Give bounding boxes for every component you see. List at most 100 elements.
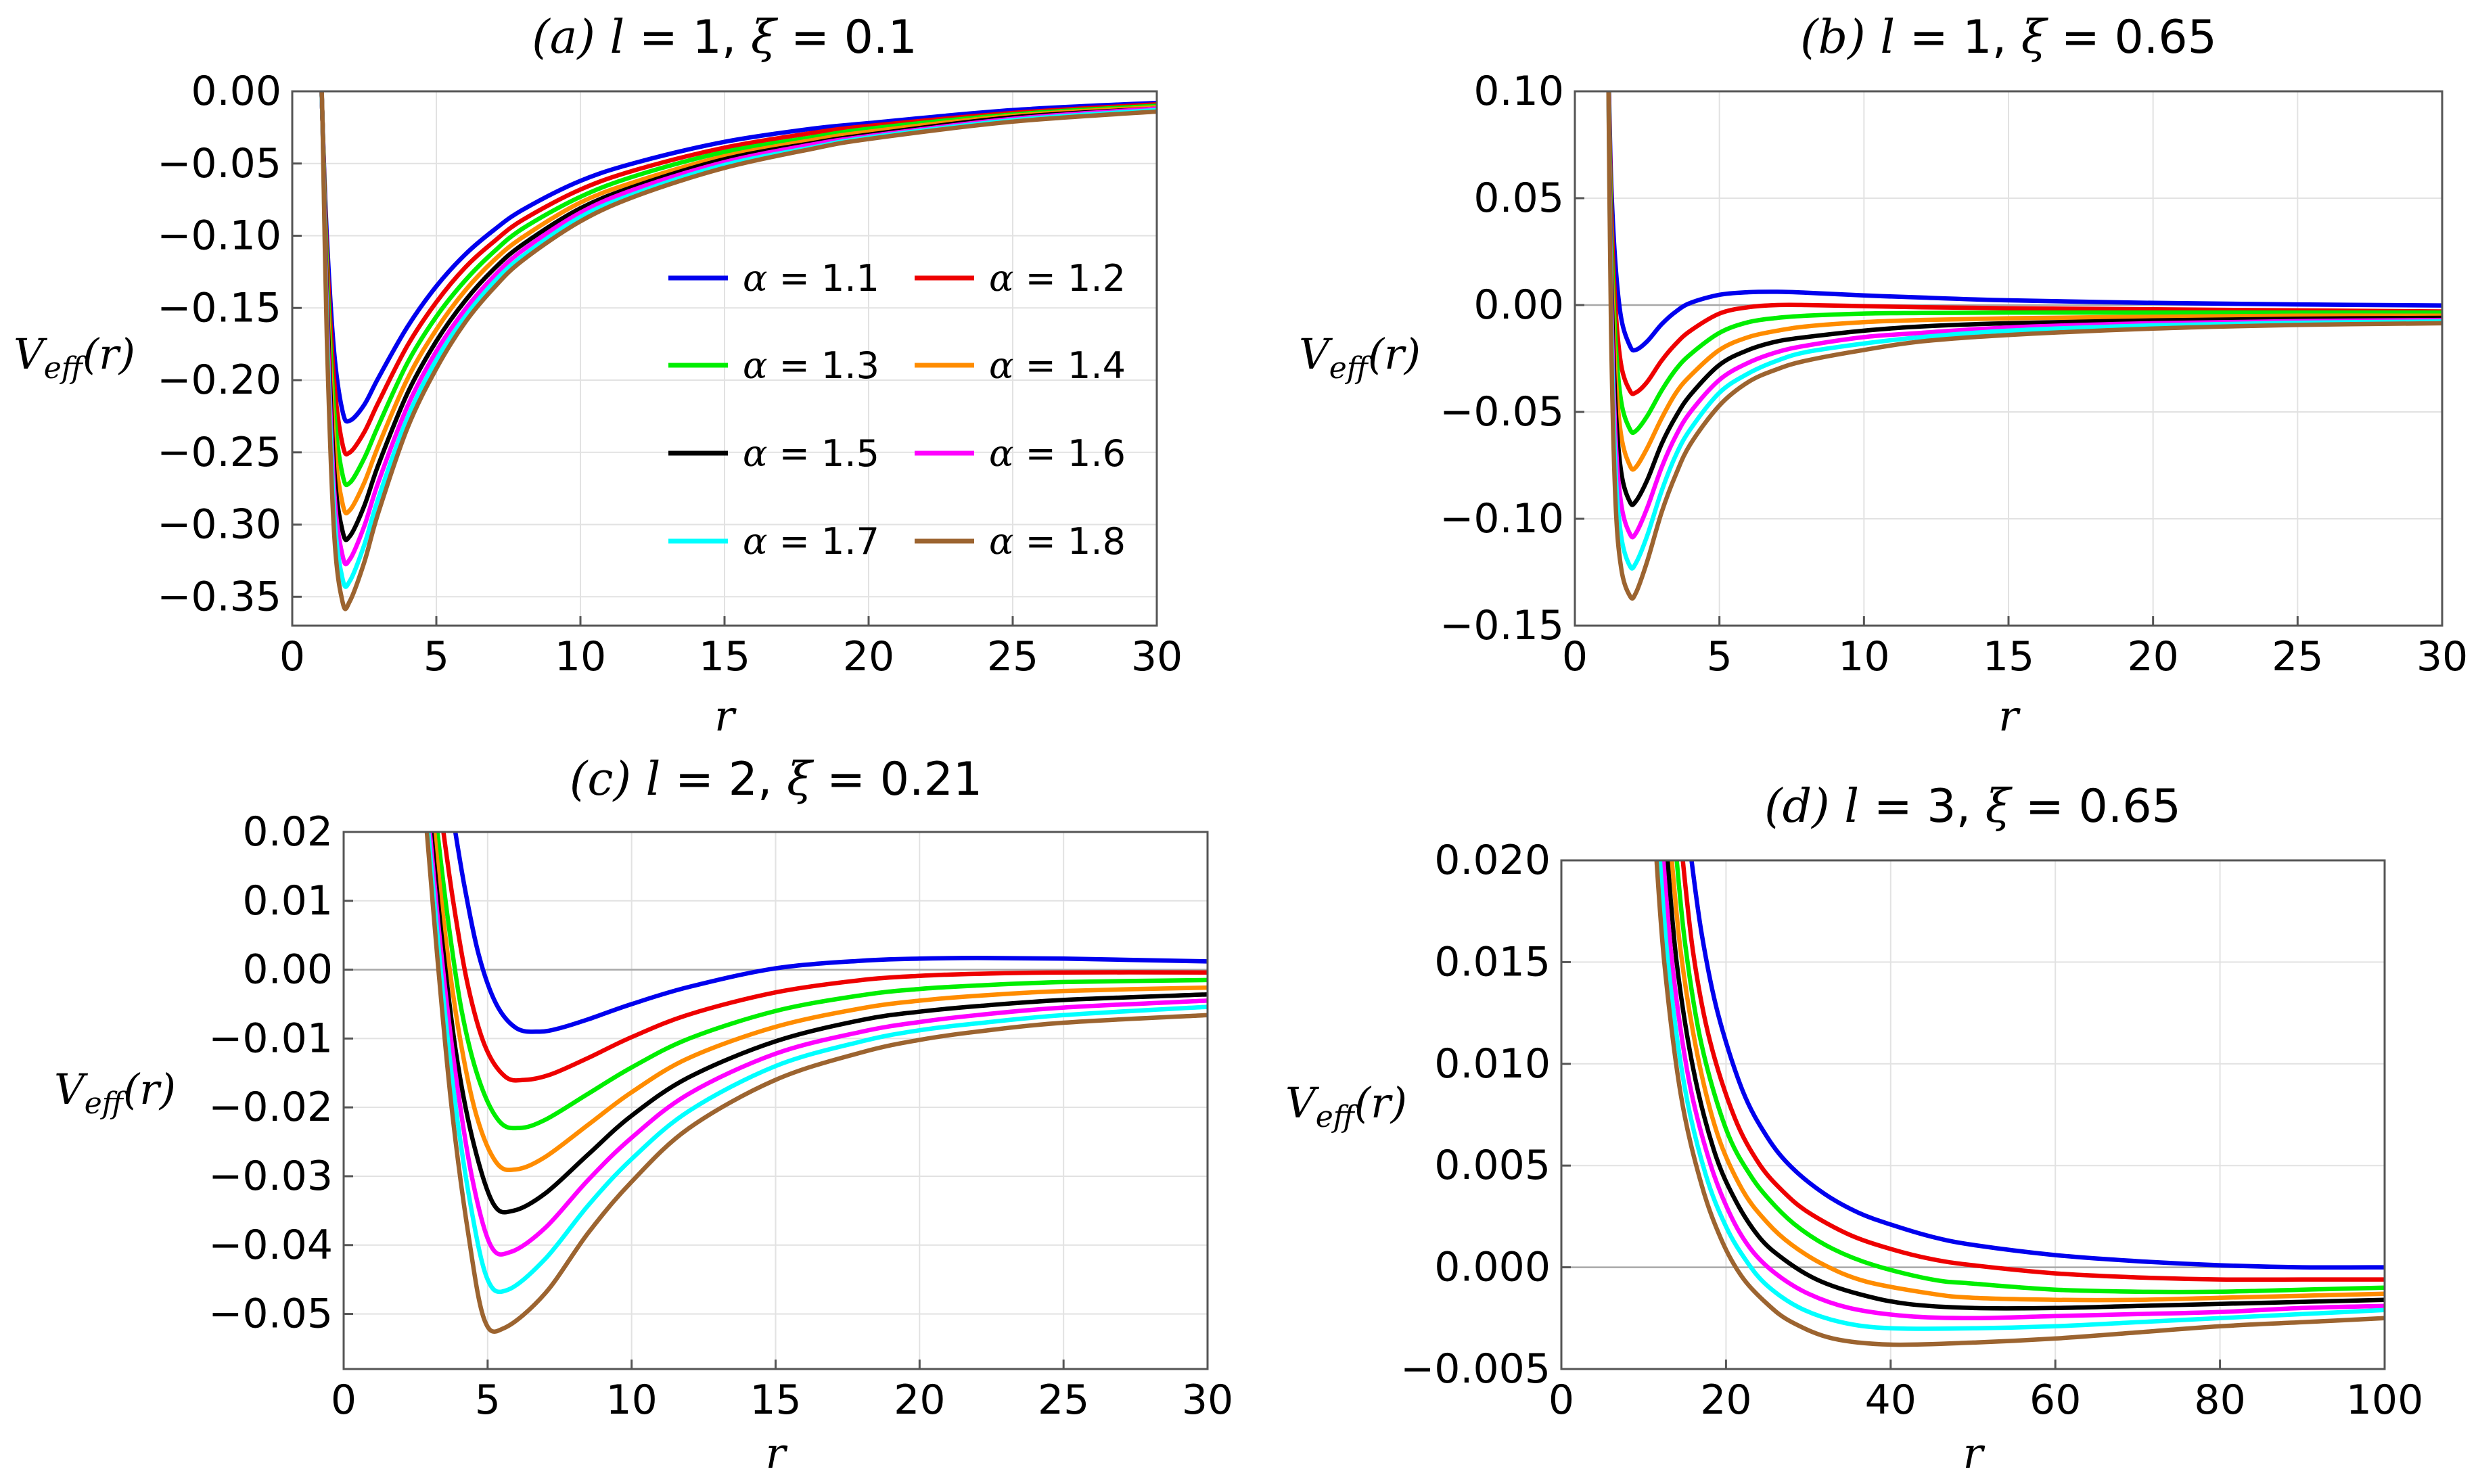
legend-label: α = 1.4 xyxy=(989,344,1126,387)
legend: α = 1.1 α = 1.2 α = 1.3 α = 1.4 α = 1.5 α = 1… xyxy=(668,257,1126,563)
panel-title: (a) l = 1, ξ = 0.1 xyxy=(532,11,917,64)
x-tick-label: 40 xyxy=(1865,1376,1917,1424)
legend-label: α = 1.5 xyxy=(743,432,879,475)
tick-labels: 0 5 10 15 20 25 30 0.10 0.05 0.00 −0.05 −0.10 −0.15 xyxy=(1440,68,2468,680)
y-tick-label: −0.30 xyxy=(157,501,281,549)
series-line-2 xyxy=(1606,91,2442,396)
y-axis-label: Veff(r) xyxy=(1299,329,1421,386)
legend-label: α = 1.7 xyxy=(743,520,879,563)
series-line-7 xyxy=(1657,860,2385,1331)
y-axis-label: Veff(r) xyxy=(54,1065,176,1121)
tick-labels: 0 20 40 60 80 100 0.020 0.015 0.010 0.005 0.000 −0.… xyxy=(1400,837,2423,1424)
x-tick-label: 30 xyxy=(1182,1376,1233,1424)
y-tick-label: 0.00 xyxy=(1473,281,1564,329)
series-line-8 xyxy=(319,91,1157,611)
panel-title: (b) l = 1, ξ = 0.65 xyxy=(1800,11,2217,64)
x-tick-label: 0 xyxy=(279,633,305,680)
series-line-4 xyxy=(1670,860,2385,1303)
y-tick-label: −0.05 xyxy=(1440,388,1564,436)
y-axis-label: Veff(r) xyxy=(1285,1078,1407,1134)
x-tick-label: 0 xyxy=(1562,633,1588,680)
series-line-8 xyxy=(424,832,1208,1334)
legend-label: α = 1.6 xyxy=(989,432,1126,475)
chart-panel-c: 0 5 10 15 20 25 30 0.02 0.01 0.00 −0.01 −0.02 −0.03 −… xyxy=(54,753,1233,1478)
y-tick-label: −0.10 xyxy=(1440,495,1564,542)
y-tick-label: −0.02 xyxy=(208,1084,333,1131)
x-axis-label: r xyxy=(766,1429,788,1478)
y-tick-label: 0.005 xyxy=(1434,1142,1551,1189)
series-line-6 xyxy=(1661,860,2385,1321)
series-line-5 xyxy=(429,832,1208,1215)
x-tick-label: 20 xyxy=(1700,1376,1751,1424)
x-tick-label: 15 xyxy=(1983,633,2034,680)
x-tick-label: 25 xyxy=(2272,633,2323,680)
y-tick-label: −0.10 xyxy=(157,212,281,260)
y-tick-label: −0.15 xyxy=(157,284,281,331)
tick-labels: 0 5 10 15 20 25 30 0.02 0.01 0.00 −0.01 −0.02 −0.03 −… xyxy=(208,808,1233,1424)
x-tick-label: 20 xyxy=(2127,633,2178,680)
tick-labels: 0 5 10 15 20 25 30 0.00 −0.05 −0.10 −0.15 −0.20 −0.2… xyxy=(157,68,1183,680)
y-tick-label: −0.05 xyxy=(208,1291,333,1338)
x-tick-label: 15 xyxy=(750,1376,801,1424)
chart-panel-a: 0 5 10 15 20 25 30 0.00 −0.05 −0.10 −0.15 −0.20 −0.2… xyxy=(14,11,1183,741)
y-tick-label: −0.20 xyxy=(157,356,281,404)
y-tick-label: −0.25 xyxy=(157,429,281,476)
y-tick-label: 0.05 xyxy=(1473,175,1564,222)
y-tick-label: −0.05 xyxy=(157,140,281,187)
y-tick-label: 0.01 xyxy=(242,877,333,925)
y-tick-label: 0.010 xyxy=(1434,1040,1551,1088)
series-line-2 xyxy=(441,832,1208,1083)
x-tick-label: 0 xyxy=(1548,1376,1574,1424)
series-line-1 xyxy=(1689,860,2385,1270)
series-line-1 xyxy=(453,832,1208,1034)
x-axis-label: r xyxy=(1963,1429,1986,1478)
x-tick-label: 30 xyxy=(2416,633,2468,680)
legend-label: α = 1.8 xyxy=(989,520,1126,563)
y-axis-label: Veff(r) xyxy=(14,329,135,386)
x-tick-label: 15 xyxy=(699,633,750,680)
series-group xyxy=(1654,860,2385,1347)
legend-label: α = 1.2 xyxy=(989,257,1126,300)
series-group xyxy=(1606,91,2442,601)
chart-panel-d: 0 20 40 60 80 100 0.020 0.015 0.010 0.005 0.000 −0.… xyxy=(1285,780,2423,1478)
x-tick-label: 20 xyxy=(843,633,894,680)
x-tick-label: 60 xyxy=(2029,1376,2081,1424)
series-line-8 xyxy=(1606,91,2442,601)
y-tick-label: 0.000 xyxy=(1434,1244,1551,1291)
series-group xyxy=(424,832,1208,1334)
x-tick-label: 25 xyxy=(1038,1376,1089,1424)
x-axis-label: r xyxy=(714,691,737,741)
y-tick-label: 0.02 xyxy=(242,808,333,856)
series-group xyxy=(319,91,1157,611)
y-tick-label: −0.03 xyxy=(208,1153,333,1200)
y-tick-label: 0.10 xyxy=(1473,68,1564,115)
chart-panel-b: 0 5 10 15 20 25 30 0.10 0.05 0.00 −0.05 −0.10 −0.15 (… xyxy=(1299,11,2468,741)
panel-title: (d) l = 3, ξ = 0.65 xyxy=(1764,780,2181,833)
x-tick-label: 5 xyxy=(475,1376,501,1424)
y-tick-label: −0.04 xyxy=(208,1222,333,1269)
x-tick-label: 0 xyxy=(331,1376,357,1424)
y-tick-label: −0.005 xyxy=(1400,1345,1551,1393)
x-tick-label: 30 xyxy=(1131,633,1183,680)
x-tick-label: 10 xyxy=(555,633,606,680)
series-line-3 xyxy=(435,832,1208,1131)
series-line-5 xyxy=(1665,860,2385,1311)
x-tick-label: 20 xyxy=(894,1376,945,1424)
plot-frame xyxy=(1560,859,2386,1370)
y-tick-label: 0.015 xyxy=(1434,938,1551,986)
y-tick-label: −0.01 xyxy=(208,1015,333,1062)
y-tick-label: −0.35 xyxy=(157,573,281,620)
series-line-1 xyxy=(1607,91,2442,353)
series-line-2 xyxy=(1680,860,2385,1282)
series-line-7 xyxy=(426,832,1208,1295)
x-axis-label: r xyxy=(1998,691,2021,741)
y-tick-label: 0.00 xyxy=(191,68,281,115)
x-tick-label: 10 xyxy=(605,1376,657,1424)
series-line-6 xyxy=(428,832,1208,1257)
legend-label: α = 1.1 xyxy=(743,257,879,300)
x-tick-label: 5 xyxy=(1707,633,1733,680)
series-line-3 xyxy=(1674,860,2385,1295)
y-tick-label: 0.00 xyxy=(242,946,333,994)
panel-title: (c) l = 2, ξ = 0.21 xyxy=(570,753,982,806)
